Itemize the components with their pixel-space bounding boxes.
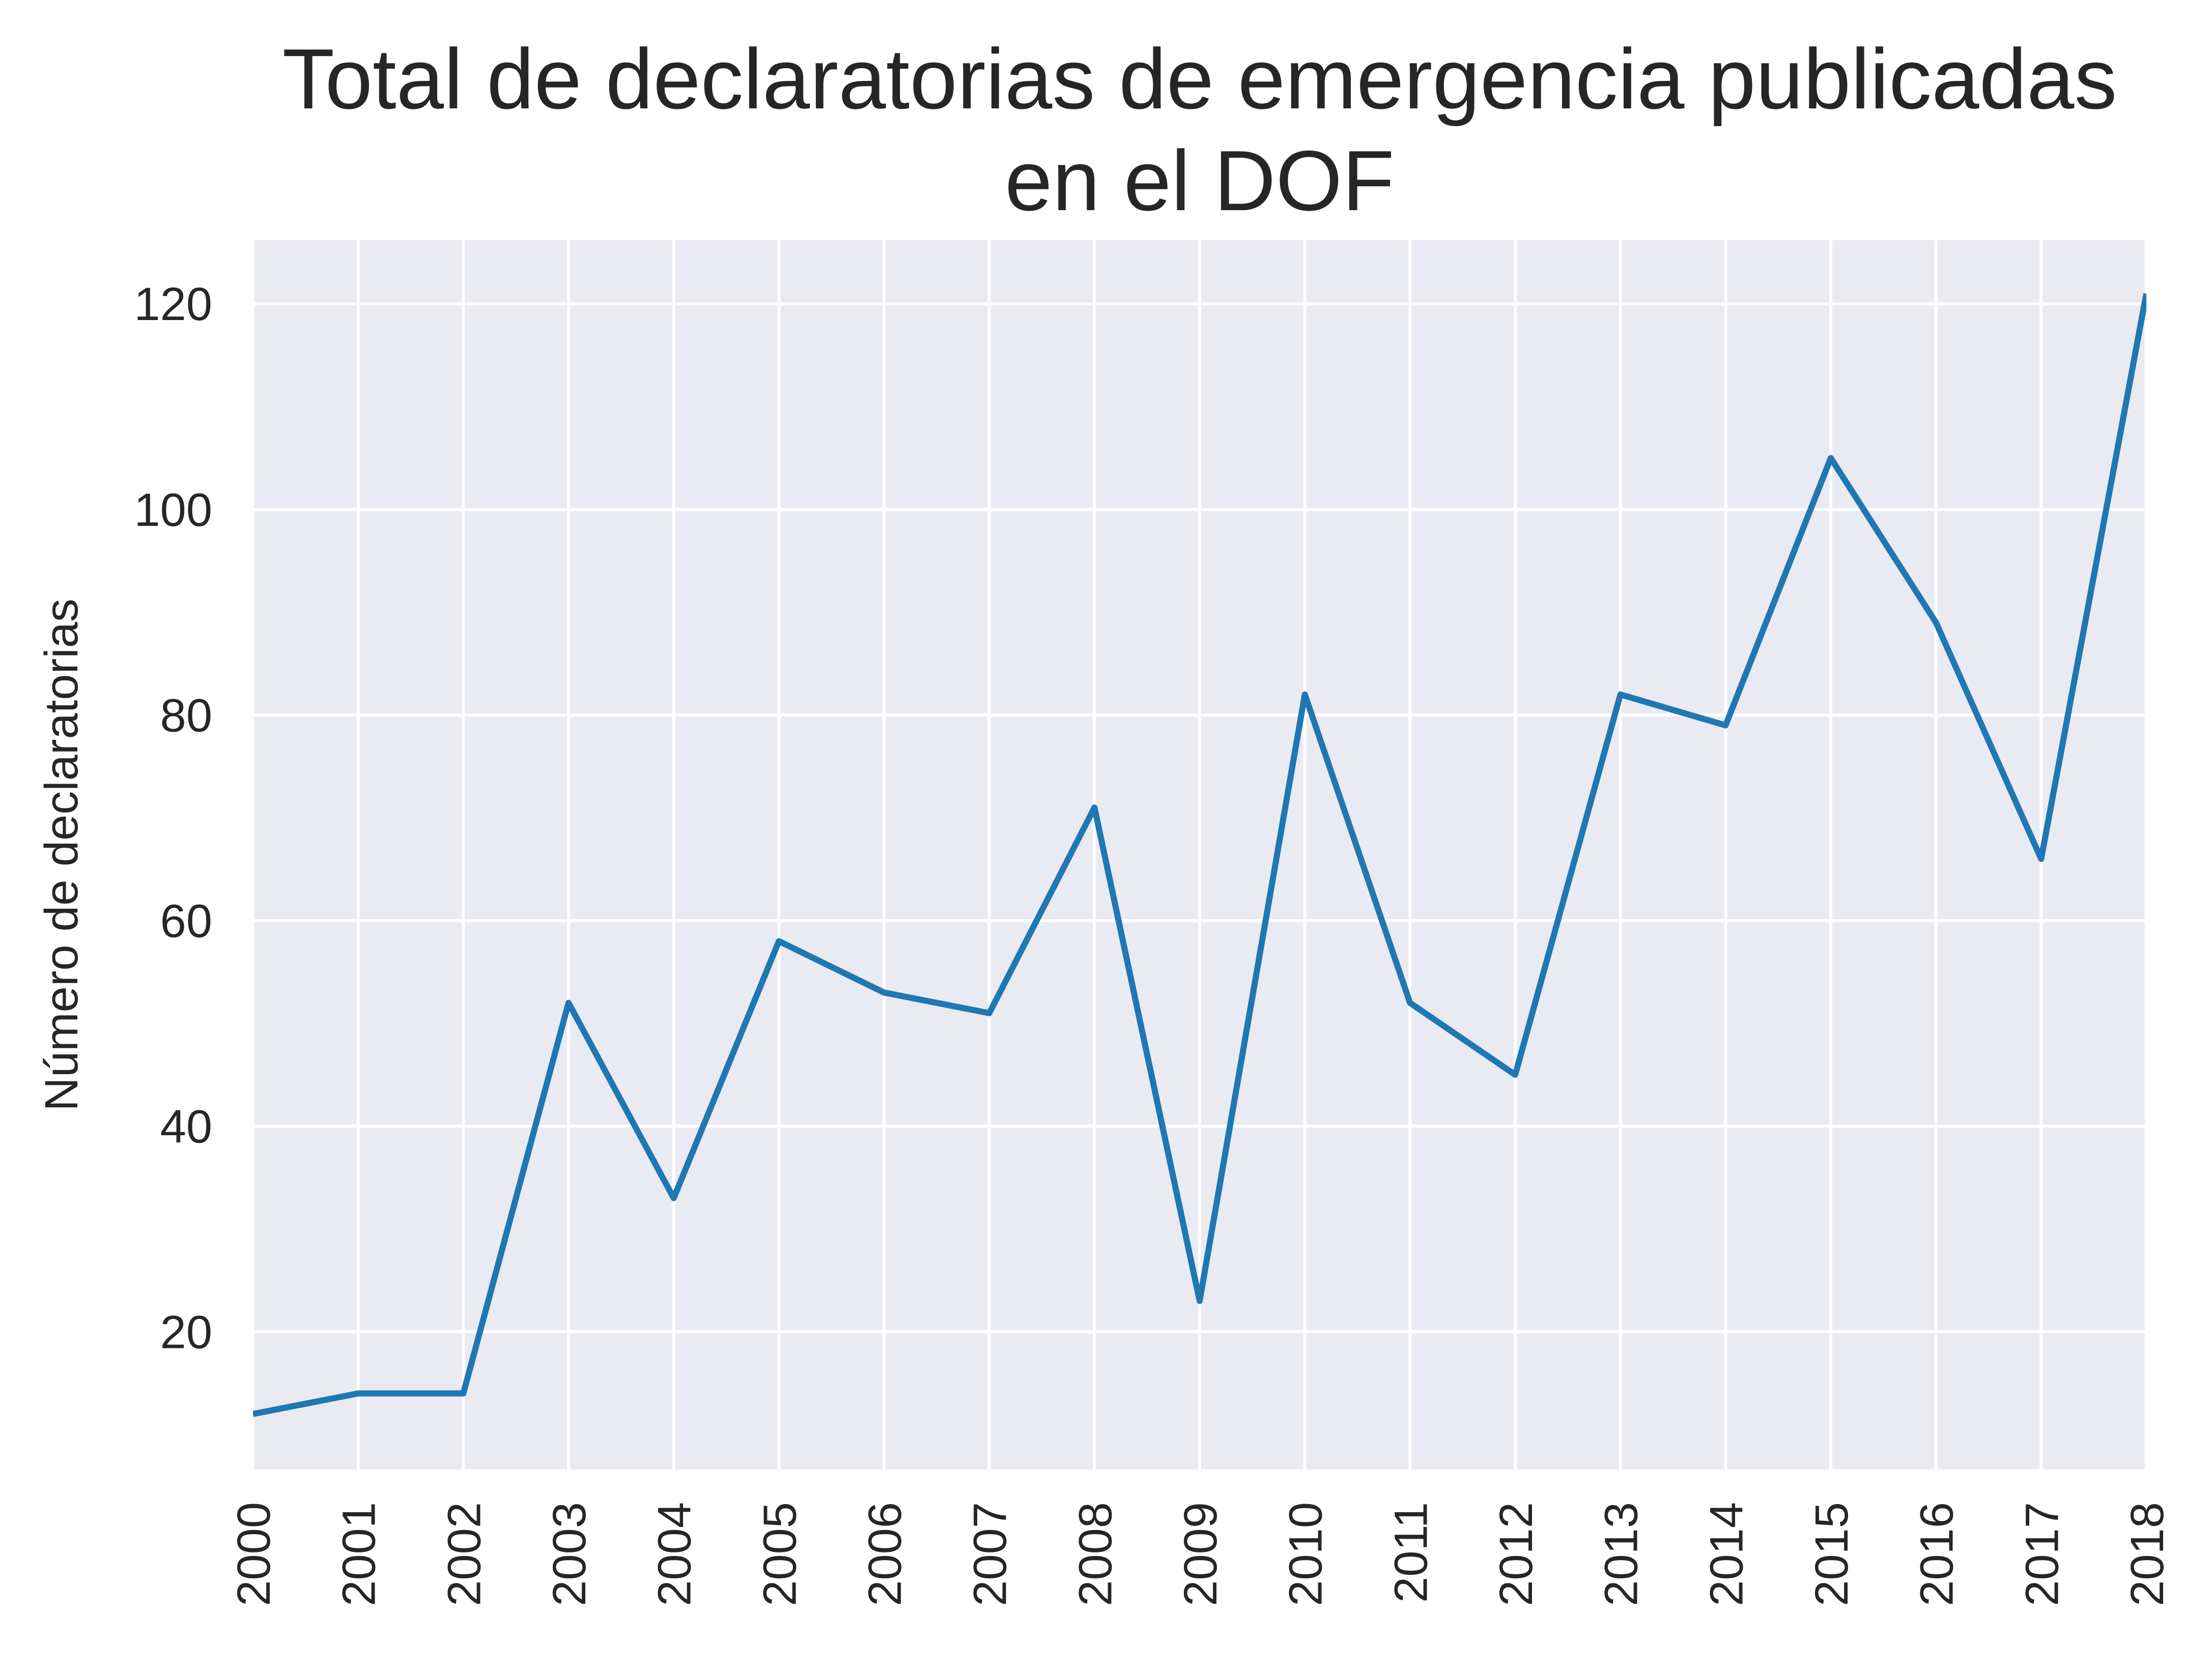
y-axis-ticks: 20 40 60 80 100 120 (134, 278, 213, 1358)
x-axis-ticks: 2000 2001 2002 2003 2004 2005 2006 2007 2008 2009… (228, 1502, 2173, 1606)
x-tick-label: 2011 (1385, 1502, 1437, 1603)
y-tick-label: 40 (160, 1101, 212, 1153)
series-line (253, 293, 2146, 1417)
y-tick-label: 100 (134, 484, 213, 536)
series-layer (253, 293, 2146, 1417)
chart-title-line-2: en el DOF (1005, 133, 1395, 228)
x-tick-label: 2017 (2016, 1502, 2068, 1606)
x-tick-label: 2015 (1806, 1502, 1858, 1606)
x-tick-label: 2002 (438, 1502, 490, 1606)
x-tick-label: 2008 (1069, 1502, 1121, 1606)
y-tick-label: 20 (160, 1306, 212, 1358)
x-tick-label: 2005 (754, 1502, 806, 1606)
x-tick-label: 2016 (1911, 1502, 1963, 1606)
x-tick-label: 2006 (859, 1502, 911, 1606)
chart-title-line-1: Total de declaratorias de emergencia pub… (282, 31, 2117, 127)
x-tick-label: 2012 (1490, 1502, 1542, 1606)
x-tick-label: 2014 (1700, 1502, 1752, 1606)
x-tick-label: 2013 (1596, 1502, 1648, 1606)
y-tick-label: 120 (134, 278, 213, 330)
x-tick-label: 2003 (544, 1502, 595, 1606)
y-tick-label: 80 (160, 689, 212, 741)
x-tick-label: 2007 (965, 1502, 1016, 1606)
x-tick-label: 2004 (649, 1502, 701, 1606)
gridlines (251, 240, 2148, 1470)
x-tick-label: 2018 (2121, 1502, 2173, 1606)
x-tick-label: 2010 (1280, 1502, 1332, 1606)
y-tick-label: 60 (160, 895, 212, 947)
x-tick-label: 2000 (228, 1502, 280, 1606)
x-tick-label: 2001 (333, 1502, 385, 1606)
y-axis-label: Número de declaratorias (36, 598, 88, 1111)
x-tick-label: 2009 (1175, 1502, 1227, 1606)
